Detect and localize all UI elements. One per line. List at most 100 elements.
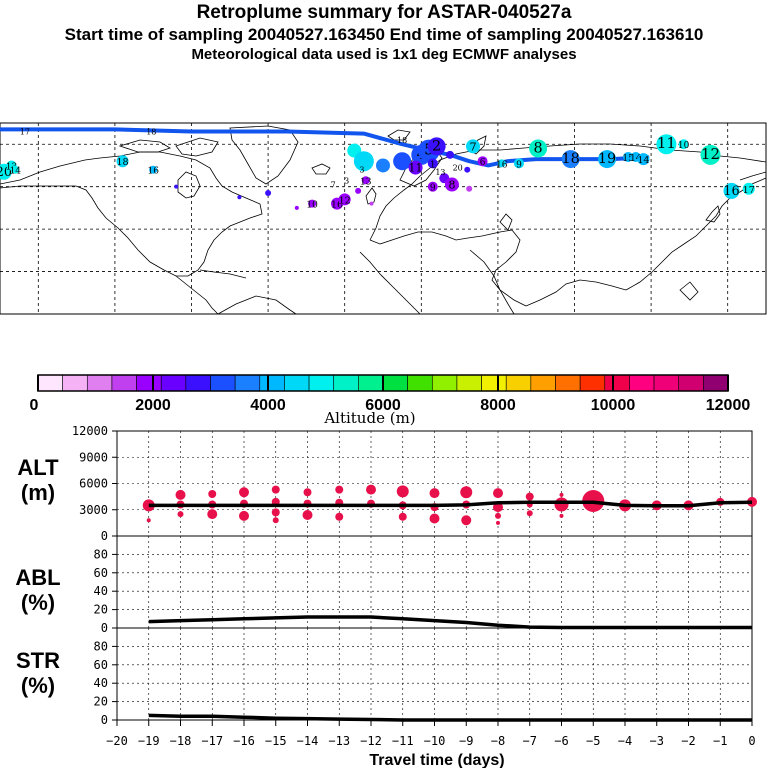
colorbar-tick-label: 4000 (250, 397, 286, 414)
altitude-marker (747, 496, 757, 507)
colorbar-cell (505, 374, 532, 392)
map-point-label: 1 (430, 160, 436, 170)
altitude-marker (175, 489, 186, 500)
red-sea-coast (469, 249, 515, 315)
str-ytick-label: 20 (94, 695, 108, 709)
map-point-label: 6 (480, 158, 486, 168)
str-ytick-label: 80 (94, 639, 108, 653)
x-tick-label: −14 (297, 734, 319, 748)
x-tick-label: −4 (618, 734, 632, 748)
colorbar-cell (37, 374, 63, 392)
altitude-marker (429, 513, 440, 524)
map-point-label: 12 (339, 195, 351, 206)
alt-ytick-label: 9000 (79, 450, 108, 464)
map-plume-circle (700, 144, 721, 165)
baffin-island (175, 137, 219, 157)
iceland (311, 163, 331, 175)
abl-panel: 0 20 40 60 80 (94, 535, 753, 635)
x-tick-label: −10 (424, 734, 446, 748)
north-america-coast (0, 151, 263, 277)
arctic-archipelago (118, 139, 171, 153)
colorbar-cell (555, 374, 581, 392)
colorbar-cell (333, 374, 359, 392)
altitude-marker (271, 485, 280, 494)
x-tick-label: 0 (748, 734, 755, 748)
str-label: STR (16, 648, 60, 673)
x-tick-label: −15 (265, 734, 287, 748)
colorbar-cell (284, 374, 310, 392)
map-point-label: 20 (0, 165, 12, 180)
colorbar-tick-label: 10000 (591, 397, 636, 414)
map-plume-circle (174, 184, 179, 189)
map-plume-circle (369, 201, 374, 206)
colorbar-cell (653, 374, 680, 392)
map-plume-circle (355, 187, 362, 194)
altitude-marker (207, 509, 218, 520)
altitude-marker (271, 508, 280, 517)
map-point-label: 2 (432, 138, 441, 154)
map-plume-circle (623, 151, 634, 162)
colorbar-cell (62, 374, 88, 392)
map-plume-circle (466, 185, 473, 192)
altitude-marker (493, 488, 503, 499)
colorbar-cell (136, 374, 162, 392)
altitude-marker (398, 512, 407, 521)
x-tick-label: −2 (681, 734, 695, 748)
map-plume-circle (376, 158, 390, 173)
map-plume-circle (723, 182, 740, 199)
altitude-marker (559, 513, 564, 518)
map-point-label: 10 (678, 141, 690, 151)
altitude-marker (525, 492, 534, 501)
central-america-coast (175, 275, 219, 315)
map-plume-circle (561, 150, 580, 169)
colorbar-cell (185, 374, 211, 392)
map-tiny-label: 18 (397, 136, 407, 145)
map-point-label: 19 (598, 151, 616, 167)
alt-ytick-label: 6000 (79, 477, 108, 491)
colorbar-tick-label: 6000 (365, 397, 401, 414)
time-series-panels: 0 3000 6000 9000 12000 0 20 40 60 80 0 20 40 60 80 (72, 424, 757, 727)
altitude-marker (177, 511, 184, 518)
map-plume-circle (497, 159, 506, 168)
abl-ytick-label: 80 (94, 547, 108, 561)
map-plume-circle (361, 176, 370, 185)
map-plume-circle (265, 190, 272, 197)
map-point-label: 16 (331, 200, 343, 211)
hudson-bay (177, 171, 201, 199)
colorbar-cell (111, 374, 137, 392)
altitude-marker (366, 484, 376, 495)
colorbar-cell (358, 374, 384, 392)
colorbar-cell (234, 374, 261, 392)
india-coast (525, 279, 627, 307)
map-plume-circle (513, 158, 524, 169)
str-ytick-label: 0 (101, 713, 108, 727)
map-plume-circle (598, 150, 617, 169)
altitude-marker (239, 510, 249, 521)
altitude-marker (302, 510, 313, 520)
map-point-label: 15 (622, 154, 634, 164)
map-plume-circle (466, 139, 481, 154)
map-point-label: 18 (116, 157, 128, 168)
altitude-marker (460, 486, 473, 499)
colorbar-cell (456, 374, 482, 392)
colorbar-tick-label: 0 (30, 397, 39, 414)
map-tiny-label: 13 (435, 168, 445, 177)
colorbar-cell (703, 374, 729, 392)
map-plume-circle (637, 153, 650, 166)
map-point-label: 10 (306, 201, 318, 211)
map-plume-circle (408, 160, 423, 175)
map-plume-circle (393, 152, 412, 171)
altitude-marker (142, 499, 155, 512)
greenland (229, 125, 299, 185)
africa-west-coast (359, 251, 421, 315)
colorbar-cell (308, 374, 335, 392)
abl-ytick-label: 60 (94, 566, 108, 580)
x-tick-label: −3 (650, 734, 664, 748)
map-point-label: 7 (469, 140, 476, 153)
travel-time-axis: −20 −19 −18 −17 −16 −15 −14 −13 −12 −11 −10 −9 −8 −7−… (106, 720, 756, 748)
alt-series-line (148, 500, 753, 508)
x-tick-label: −5 (586, 734, 600, 748)
met-data-line: Meteorological data used is 1x1 deg ECMW… (191, 46, 577, 63)
colorbar-cell (160, 374, 187, 392)
altitude-marker (495, 512, 501, 519)
